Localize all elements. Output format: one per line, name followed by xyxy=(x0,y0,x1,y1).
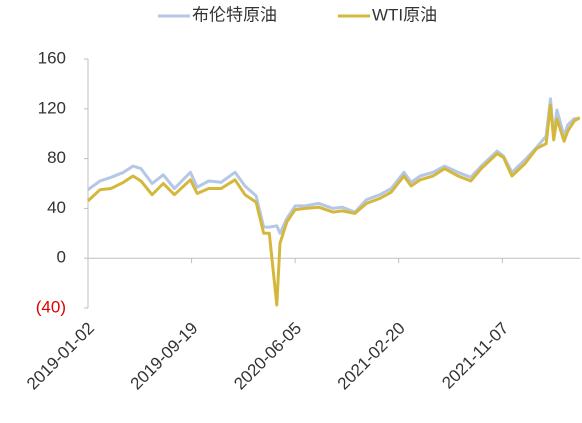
y-tick-label: 120 xyxy=(38,98,66,117)
y-tick-label: 0 xyxy=(57,248,66,267)
x-tick-label: 2020-06-05 xyxy=(230,319,305,394)
legend-label: 布伦特原油 xyxy=(192,5,277,24)
x-tick-label: 2019-01-02 xyxy=(23,319,98,394)
x-tick-label: 2021-11-07 xyxy=(438,319,512,393)
legend-label: WTI原油 xyxy=(372,5,437,24)
y-tick-label: (40) xyxy=(36,297,66,316)
y-tick-label: 160 xyxy=(38,48,66,67)
x-tick-label: 2019-09-19 xyxy=(127,319,202,394)
y-tick-label: 40 xyxy=(47,198,66,217)
series-line xyxy=(86,103,581,307)
x-tick-label: 2021-02-20 xyxy=(334,319,409,394)
y-tick-label: 80 xyxy=(47,148,66,167)
